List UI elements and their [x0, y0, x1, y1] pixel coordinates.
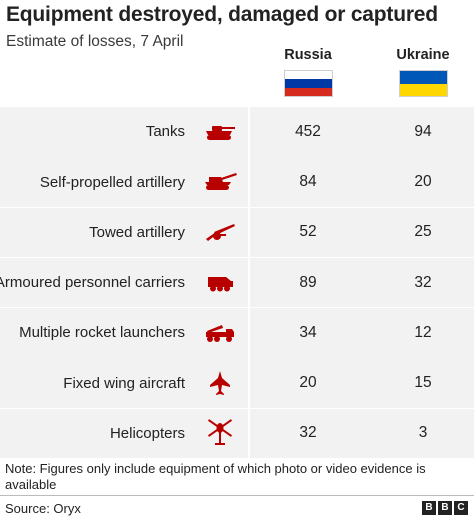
ukraine-value: 94 [414, 122, 432, 140]
row-category-label: Multiple rocket launchers [19, 324, 185, 342]
row-category-label: Armoured personnel carriers [0, 274, 185, 292]
armoured-carrier-icon [199, 258, 241, 308]
ukraine-value: 15 [414, 374, 432, 392]
russia-value: 89 [299, 273, 317, 291]
column-divider [248, 207, 250, 258]
row-category-label: Fixed wing aircraft [63, 374, 185, 392]
flag-stripe [400, 83, 447, 96]
column-divider [248, 358, 250, 408]
ukraine-value: 32 [414, 273, 432, 291]
russia-value: 452 [295, 122, 321, 140]
fixed-wing-aircraft-icon [199, 358, 241, 408]
row-category-label: Tanks [145, 123, 185, 141]
footnote: Note: Figures only include equipment of … [5, 461, 426, 492]
source-credit: Source: Oryx [5, 501, 81, 516]
column-divider [248, 257, 250, 308]
row-category-label: Helicopters [109, 424, 185, 442]
table-row: Multiple rocket launchers 34 12 [0, 308, 474, 358]
column-divider [248, 107, 250, 157]
column-divider [248, 308, 250, 358]
russia-flag-icon [284, 70, 333, 97]
tank-icon [199, 107, 241, 157]
chart-title: Equipment destroyed, damaged or captured [6, 3, 438, 26]
bbc-logo: B B C [422, 501, 468, 515]
flag-stripe [285, 79, 332, 88]
ukraine-value: 12 [414, 323, 432, 341]
table-row: Armoured personnel carriers 89 32 [0, 257, 474, 308]
russia-value: 20 [299, 374, 317, 392]
ukraine-value: 25 [414, 223, 432, 241]
flag-stripe [285, 71, 332, 80]
rocket-launcher-icon [199, 308, 241, 358]
column-header-ukraine: Ukraine [396, 47, 450, 63]
bbc-logo-letter: B [422, 501, 436, 515]
russia-value: 32 [299, 424, 317, 442]
table-row: Self-propelled artillery 84 20 [0, 157, 474, 207]
row-category-label: Self-propelled artillery [39, 173, 185, 191]
flag-stripe [400, 71, 447, 84]
ukraine-flag-icon [399, 70, 448, 97]
russia-value: 34 [299, 323, 317, 341]
russia-value: 52 [299, 223, 317, 241]
flag-stripe [285, 87, 332, 96]
column-divider [248, 157, 250, 207]
towed-artillery-icon [199, 208, 241, 258]
column-header-russia: Russia [284, 47, 332, 63]
table-row: Tanks 452 94 [0, 107, 474, 157]
russia-value: 84 [299, 173, 317, 191]
table-row: Towed artillery 52 25 [0, 207, 474, 258]
self-propelled-artillery-icon [199, 157, 241, 207]
helicopter-icon [199, 409, 241, 459]
table-row: Helicopters 32 3 [0, 408, 474, 459]
column-divider [248, 408, 250, 459]
bbc-logo-letter: C [454, 501, 468, 515]
chart-subtitle: Estimate of losses, 7 April [6, 33, 184, 50]
losses-table: Tanks 452 94 Self-propelled artillery 84 20 To… [0, 107, 474, 459]
ukraine-value: 3 [418, 424, 428, 442]
table-row: Fixed wing aircraft 20 15 [0, 358, 474, 408]
footer-divider [0, 495, 474, 496]
row-category-label: Towed artillery [89, 223, 185, 241]
bbc-logo-letter: B [438, 501, 452, 515]
ukraine-value: 20 [414, 173, 432, 191]
